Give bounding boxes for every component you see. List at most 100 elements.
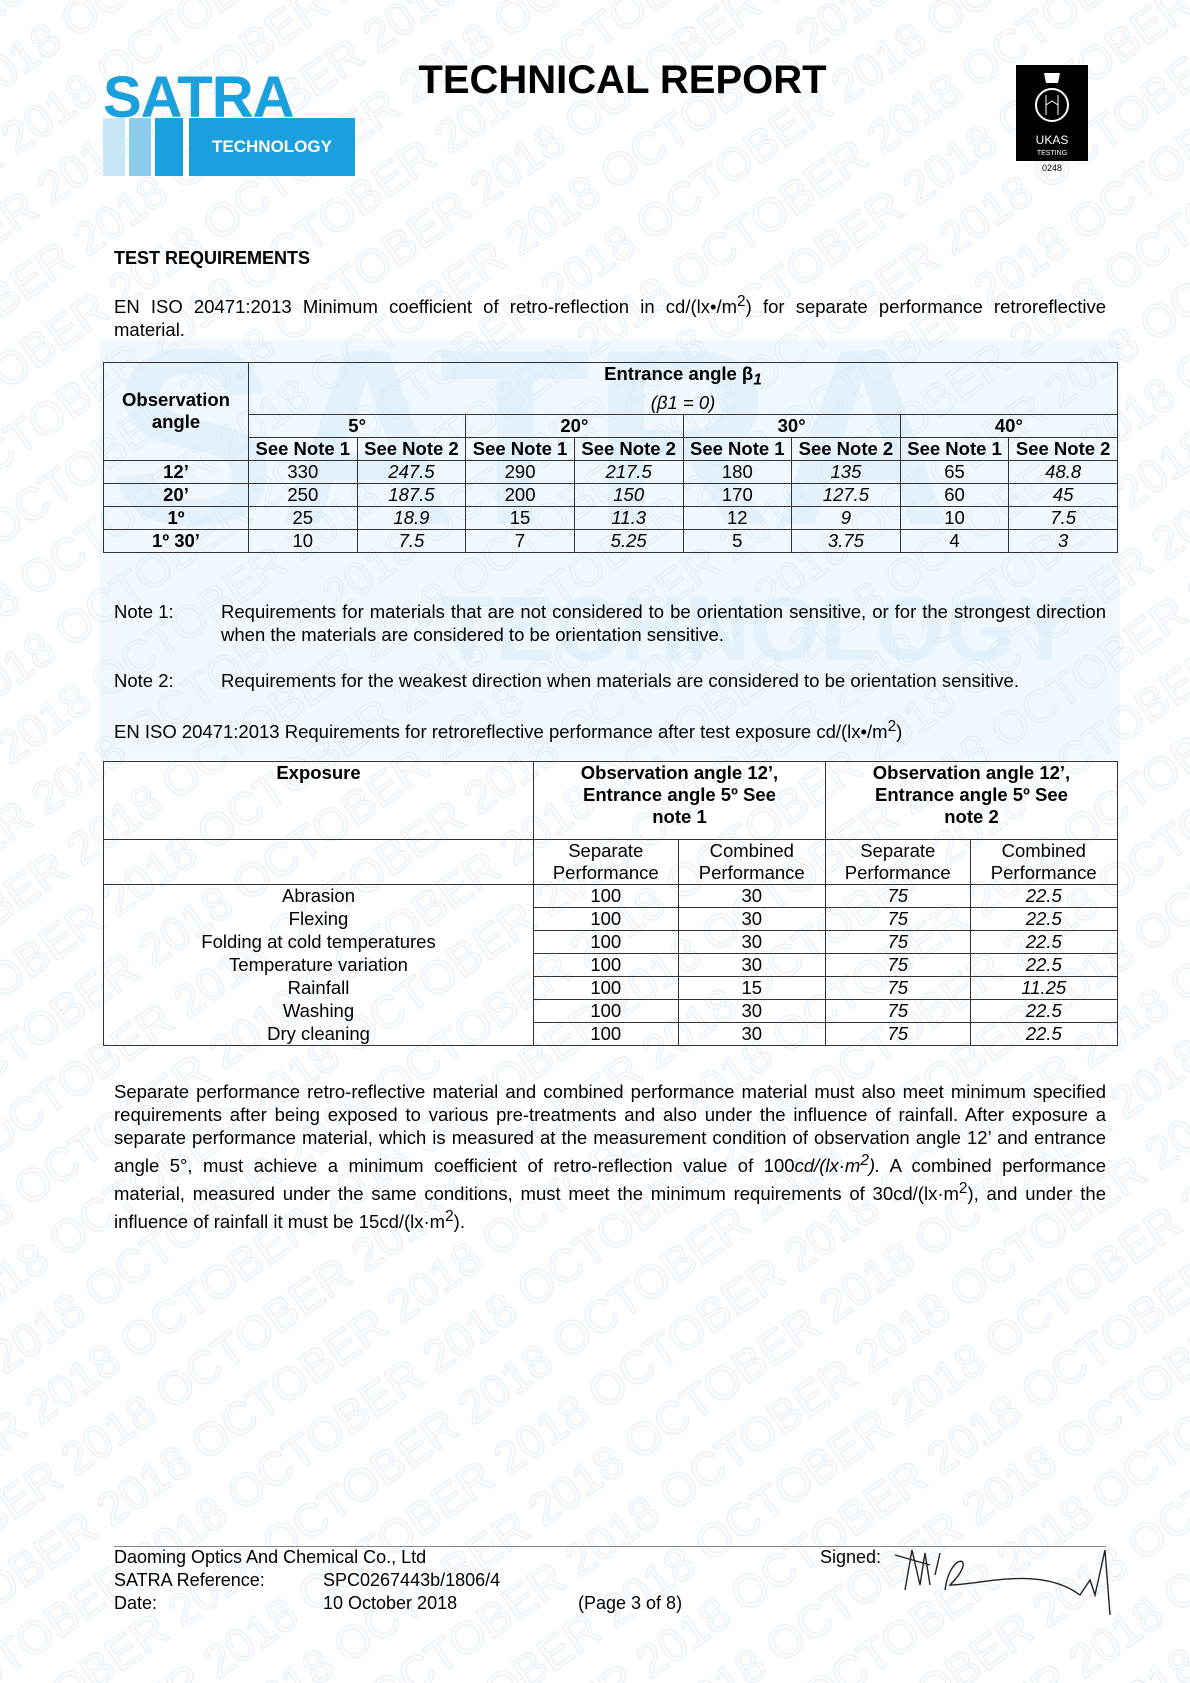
- table-row: Temperature variation 100 30 75 22.5: [103, 953, 1119, 977]
- value-cell: 18.9: [356, 505, 467, 530]
- exposure-name: Dry cleaning: [103, 1022, 534, 1046]
- value-cell: 170: [682, 482, 793, 507]
- obs-angle-cell: 12’: [103, 459, 249, 484]
- value-cell: 75: [824, 1022, 971, 1046]
- value-cell: 22.5: [969, 907, 1119, 931]
- note-1: Note 1: Requirements for materials that a…: [114, 601, 1106, 645]
- value-cell: 22.5: [969, 1022, 1119, 1046]
- subheader-cell: Combined Performance: [969, 839, 1119, 885]
- table-row: Rainfall 100 15 75 11.25: [103, 976, 1119, 1000]
- footer-date-label: Date:: [114, 1593, 158, 1613]
- value-cell: 11.25: [969, 976, 1119, 1000]
- value-cell: 75: [824, 976, 971, 1000]
- exposure-name: Washing: [103, 999, 534, 1023]
- signature: [894, 1549, 1111, 1616]
- exposure-name: Folding at cold temperatures: [103, 930, 534, 954]
- value-cell: 100: [533, 1022, 679, 1046]
- group1-header: Observation angle 12’, Entrance angle 5º…: [533, 761, 826, 840]
- value-cell: 75: [824, 907, 971, 931]
- value-cell: 187.5: [356, 482, 467, 507]
- value-cell: 75: [824, 930, 971, 954]
- table-row: 1º 25 18.9 15 11.3 12 9 10 7.5: [103, 505, 1118, 530]
- note-header: See Note 2: [1008, 436, 1118, 461]
- note-header: See Note 1: [682, 436, 793, 461]
- value-cell: 7.5: [1008, 505, 1118, 530]
- page-title: TECHNICAL REPORT: [418, 58, 827, 102]
- signed-label: Signed:: [820, 1547, 882, 1567]
- exposure-name: Abrasion: [103, 884, 534, 908]
- closing-paragraph: Separate performance retro-reflective ma…: [114, 1081, 1107, 1233]
- value-cell: 22.5: [969, 999, 1119, 1023]
- value-cell: 217.5: [573, 459, 684, 484]
- ukas-logo: UKAS TESTING: [1016, 65, 1088, 161]
- value-cell: 180: [682, 459, 793, 484]
- value-cell: 65: [899, 459, 1010, 484]
- angle-header: 30°: [682, 413, 901, 438]
- exposure-table: Exposure Observation angle 12’, Entrance…: [103, 761, 1119, 1046]
- retro-reflection-table: Observation angle Entrance angle β1 (β1 =…: [103, 362, 1119, 553]
- note-header: See Note 1: [465, 436, 575, 461]
- table-row: 20’ 250 187.5 200 150 170 127.5 60 45: [103, 482, 1118, 507]
- exposure-name: Flexing: [103, 907, 534, 931]
- value-cell: 100: [533, 976, 679, 1000]
- angle-header: 20°: [465, 413, 684, 438]
- value-cell: 30: [677, 953, 826, 977]
- satra-logo: SATRA TECHNOLOGY: [103, 65, 355, 176]
- note-header: See Note 2: [356, 436, 467, 461]
- empty-cell: [103, 839, 534, 885]
- value-cell: 75: [824, 999, 971, 1023]
- note-header: See Note 2: [573, 436, 684, 461]
- group2-header: Observation angle 12’, Entrance angle 5º…: [824, 761, 1119, 840]
- subheader-cell: Separate Performance: [533, 839, 679, 885]
- crown-icon: [1035, 73, 1069, 122]
- value-cell: 247.5: [356, 459, 467, 484]
- value-cell: 4: [899, 528, 1010, 553]
- value-cell: 100: [533, 930, 679, 954]
- value-cell: 30: [677, 884, 826, 908]
- note-header: See Note 2: [791, 436, 901, 461]
- value-cell: 127.5: [791, 482, 901, 507]
- table-row: Washing 100 30 75 22.5: [103, 999, 1119, 1023]
- note-2: Note 2: Requirements for the weakest dire…: [114, 670, 1019, 691]
- value-cell: 15: [677, 976, 826, 1000]
- angle-header: 40°: [899, 413, 1119, 438]
- value-cell: 5.25: [573, 528, 684, 553]
- value-cell: 15: [465, 505, 575, 530]
- value-cell: 25: [248, 505, 358, 530]
- obs-angle-cell: 1º: [103, 505, 249, 530]
- value-cell: 3.75: [791, 528, 901, 553]
- table-row: Dry cleaning 100 30 75 22.5: [103, 1022, 1119, 1046]
- subheader-cell: Combined Performance: [677, 839, 826, 885]
- value-cell: 30: [677, 907, 826, 931]
- value-cell: 10: [899, 505, 1010, 530]
- value-cell: 3: [1008, 528, 1118, 553]
- value-cell: 30: [677, 1022, 826, 1046]
- exposure-header: Exposure: [103, 761, 534, 840]
- table-row: Folding at cold temperatures 100 30 75 22.5: [103, 930, 1119, 954]
- section-heading: TEST REQUIREMENTS: [114, 248, 311, 268]
- table-row: Flexing 100 30 75 22.5: [103, 907, 1119, 931]
- note-header: See Note 1: [899, 436, 1010, 461]
- intro-text: EN ISO 20471:2013 Minimum coefficient of…: [114, 293, 1106, 341]
- value-cell: 10: [248, 528, 358, 553]
- obs-angle-cell: 1º 30’: [103, 528, 249, 553]
- obs-angle-cell: 20’: [103, 482, 249, 507]
- value-cell: 30: [677, 999, 826, 1023]
- ukas-number: 0248: [1041, 163, 1063, 173]
- value-cell: 150: [573, 482, 684, 507]
- subheader-cell: Separate Performance: [824, 839, 971, 885]
- obs-angle-header: Observation angle: [103, 362, 249, 461]
- value-cell: 22.5: [969, 953, 1119, 977]
- exposure-name: Rainfall: [103, 976, 534, 1000]
- exposure-intro: EN ISO 20471:2013 Requirements for retro…: [114, 718, 903, 743]
- footer-ref-label: SATRA Reference:: [114, 1570, 265, 1590]
- value-cell: 5: [682, 528, 793, 553]
- value-cell: 100: [533, 953, 679, 977]
- value-cell: 22.5: [969, 884, 1119, 908]
- value-cell: 9: [791, 505, 901, 530]
- value-cell: 200: [465, 482, 575, 507]
- value-cell: 250: [248, 482, 358, 507]
- value-cell: 75: [824, 884, 971, 908]
- value-cell: 12: [682, 505, 793, 530]
